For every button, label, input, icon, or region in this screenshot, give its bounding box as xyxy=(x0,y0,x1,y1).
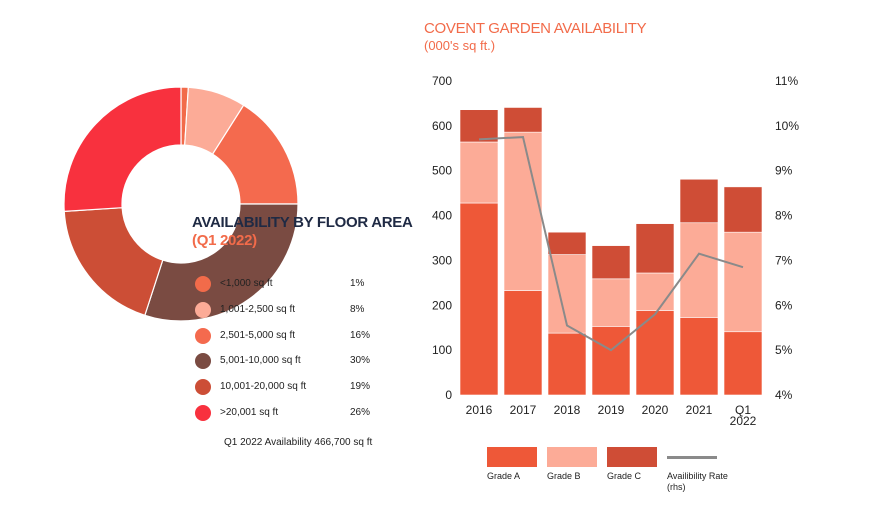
legend-swatch xyxy=(607,447,657,467)
legend-swatch xyxy=(195,353,211,370)
bar-segment xyxy=(503,131,543,291)
legend-percent: 8% xyxy=(350,303,365,315)
y2-tick-label: 10% xyxy=(775,119,799,133)
legend-label: 5,001-10,000 sq ft xyxy=(220,355,301,367)
bar-segment xyxy=(635,223,675,274)
legend-label: <1,000 sq ft xyxy=(220,278,273,289)
legend-label: Grade A xyxy=(487,471,521,481)
legend-label: Grade C xyxy=(607,471,642,481)
x-tick-label: Q1 xyxy=(735,403,751,417)
donut-title: AVAILABILITY BY FLOOR AREA xyxy=(192,214,413,231)
donut-legend-item: <1,000 sq ft 1% xyxy=(195,276,385,302)
x-tick-label: 2016 xyxy=(466,403,493,417)
bar-segment xyxy=(459,109,499,143)
bar-segment xyxy=(591,326,631,396)
bar-segment xyxy=(547,231,587,255)
bar-segment xyxy=(723,231,763,333)
legend-label: >20,001 sq ft xyxy=(220,406,279,418)
bar-segment xyxy=(459,202,499,396)
donut-hole xyxy=(122,145,240,263)
y-tick-label: 500 xyxy=(432,164,452,178)
legend-percent: 30% xyxy=(350,355,371,367)
legend-percent: 1% xyxy=(350,278,365,289)
y-tick-label: 400 xyxy=(432,209,452,223)
y-tick-label: 100 xyxy=(432,343,452,357)
legend-swatch xyxy=(195,404,211,421)
bar-chart-subtitle: (000's sq ft.) xyxy=(424,38,496,53)
bar-segment xyxy=(459,141,499,204)
legend-label: Grade B xyxy=(547,471,581,481)
y-tick-label: 200 xyxy=(432,298,452,312)
legend-swatch xyxy=(195,327,211,344)
bar-segment xyxy=(591,278,631,327)
legend-percent: 26% xyxy=(350,406,371,418)
bar-segment xyxy=(591,245,631,280)
legend-label: 10,001-20,000 sq ft xyxy=(220,381,307,393)
y2-tick-label: 9% xyxy=(775,164,793,178)
legend-label: 2,501-5,000 sq ft xyxy=(220,329,296,341)
availability-rate-line xyxy=(478,136,744,352)
donut-legend-item: 10,001-20,000 sq ft 19% xyxy=(195,379,385,405)
x-tick-label: 2021 xyxy=(686,403,713,417)
bar-chart-title: COVENT GARDEN AVAILABILITY xyxy=(424,20,647,37)
y2-tick-label: 4% xyxy=(775,388,793,402)
legend-swatch xyxy=(195,379,211,396)
bar-segment xyxy=(723,186,763,233)
bar-segment xyxy=(635,272,675,311)
y2-tick-label: 6% xyxy=(775,298,793,312)
x-tick-label: 2019 xyxy=(598,403,625,417)
y-tick-label: 600 xyxy=(432,119,452,133)
x-tick-label: 2020 xyxy=(642,403,669,417)
donut-legend-item: 1,001-2,500 sq ft 8% xyxy=(195,301,385,328)
legend-swatch xyxy=(487,447,537,467)
y2-tick-label: 5% xyxy=(775,343,793,357)
donut-legend: <1,000 sq ft 1% 1,001-2,500 sq ft 8% 2,5… xyxy=(195,276,385,431)
legend-swatch xyxy=(195,276,211,292)
legend-swatch xyxy=(547,447,597,467)
donut-subtitle: (Q1 2022) xyxy=(192,232,257,249)
legend-swatch xyxy=(195,301,211,318)
legend-label: Availibility Rate (rhs) xyxy=(667,471,728,492)
y-tick-label: 700 xyxy=(432,74,452,88)
donut-legend-item: 2,501-5,000 sq ft 16% xyxy=(195,327,385,354)
bar-segment xyxy=(679,222,719,318)
bar-segment xyxy=(679,178,719,224)
x-tick-label: 2022 xyxy=(730,414,757,428)
bar-segment xyxy=(723,331,763,396)
x-tick-label: 2017 xyxy=(510,403,537,417)
bar-segment xyxy=(503,107,543,133)
y-tick-label: 300 xyxy=(432,253,452,267)
bar-segment xyxy=(503,290,543,396)
legend-percent: 19% xyxy=(350,381,371,393)
donut-legend-item: >20,001 sq ft 26% xyxy=(195,404,385,431)
bar-segment xyxy=(547,332,587,396)
availability-note: Q1 2022 Availability 466,700 sq ft xyxy=(224,437,373,448)
legend-label: 1,001-2,500 sq ft xyxy=(220,303,296,315)
legend-line-swatch xyxy=(667,456,717,459)
legend-percent: 16% xyxy=(350,329,371,341)
bar-segment xyxy=(635,310,675,396)
x-tick-label: 2018 xyxy=(554,403,581,417)
y2-tick-label: 7% xyxy=(775,253,793,267)
y-tick-label: 0 xyxy=(445,388,452,402)
y2-tick-label: 8% xyxy=(775,209,793,223)
bar-segment xyxy=(679,317,719,396)
y2-tick-label: 11% xyxy=(775,74,798,88)
donut-legend-item: 5,001-10,000 sq ft 30% xyxy=(195,353,385,379)
